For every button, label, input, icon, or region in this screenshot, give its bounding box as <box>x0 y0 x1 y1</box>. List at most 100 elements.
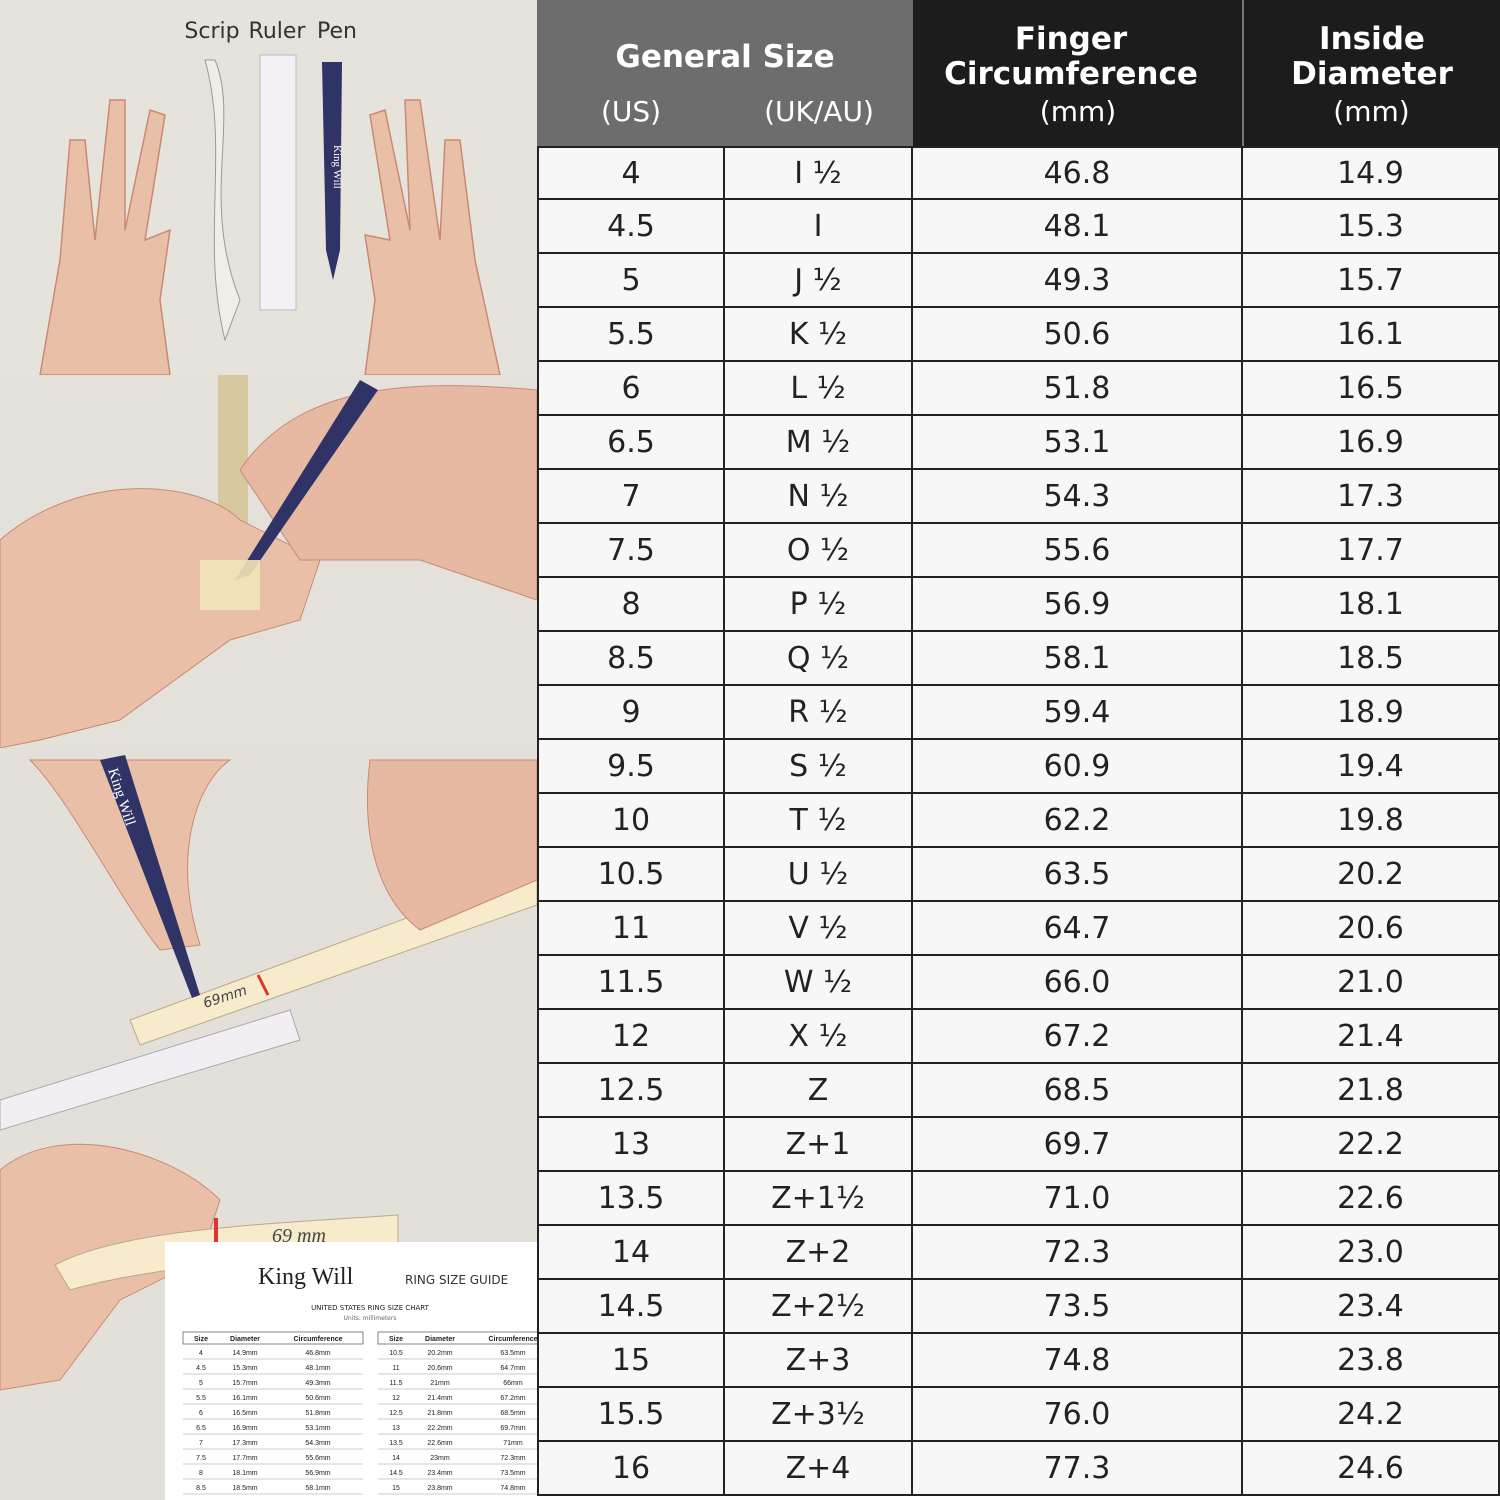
mini-cell: 49.3mm <box>305 1380 330 1387</box>
table-cell: 11.5 <box>537 956 725 1010</box>
table-cell: R ½ <box>725 686 913 740</box>
table-cell: 13 <box>537 1118 725 1172</box>
table-cell: 18.9 <box>1243 686 1500 740</box>
mini-cell: 21mm <box>430 1380 450 1387</box>
mini-cell: 21.4mm <box>427 1395 452 1402</box>
table-cell: M ½ <box>725 416 913 470</box>
header-general-size: General Size <box>615 39 835 75</box>
table-cell: 21.0 <box>1243 956 1500 1010</box>
table-cell: 18.1 <box>1243 578 1500 632</box>
table-cell: 23.0 <box>1243 1226 1500 1280</box>
table-cell: 66.0 <box>913 956 1243 1010</box>
table-cell: 4 <box>537 146 725 200</box>
table-cell: 18.5 <box>1243 632 1500 686</box>
table-cell: 24.2 <box>1243 1388 1500 1442</box>
table-cell: 64.7 <box>913 902 1243 956</box>
table-cell: 69.7 <box>913 1118 1243 1172</box>
table-cell: O ½ <box>725 524 913 578</box>
table-cell: 56.9 <box>913 578 1243 632</box>
table-cell: 63.5 <box>913 848 1243 902</box>
mini-cell: 67.2mm <box>500 1395 525 1402</box>
mini-cell: 73.5mm <box>500 1470 525 1477</box>
mini-cell: 13 <box>392 1425 400 1432</box>
ruler <box>0 1009 301 1131</box>
table-cell: 5.5 <box>537 308 725 362</box>
mini-header-text: Size <box>194 1336 208 1343</box>
header-unit: (mm) <box>1039 95 1117 128</box>
table-cell: I <box>725 200 913 254</box>
mini-cell: 7 <box>199 1440 203 1447</box>
mini-cell: 5.5 <box>196 1395 206 1402</box>
table-cell: 20.6 <box>1243 902 1500 956</box>
table-cell: 23.4 <box>1243 1280 1500 1334</box>
mini-header <box>377 1331 537 1345</box>
mini-cell: 72.3mm <box>500 1455 525 1462</box>
table-cell: 16.1 <box>1243 308 1500 362</box>
header-cell <box>913 0 1500 146</box>
table-cell: V ½ <box>725 902 913 956</box>
table-cell: 6.5 <box>537 416 725 470</box>
mini-cell: 16.5mm <box>232 1410 257 1417</box>
mini-cell: 22.6mm <box>427 1440 452 1447</box>
table-cell: 60.9 <box>913 740 1243 794</box>
table-cell: J ½ <box>725 254 913 308</box>
mini-cell: 21.8mm <box>427 1410 452 1417</box>
mini-cell: 23.8mm <box>427 1485 452 1492</box>
table-cell: 8 <box>537 578 725 632</box>
table-cell: 9 <box>537 686 725 740</box>
mini-cell: 69.7mm <box>500 1425 525 1432</box>
table-cell: 67.2 <box>913 1010 1243 1064</box>
header-cell <box>537 0 913 146</box>
mini-cell: 68.5mm <box>500 1410 525 1417</box>
tool-label: Pen <box>317 19 357 44</box>
mini-cell: 7.5 <box>196 1455 206 1462</box>
mini-cell: 14 <box>392 1455 400 1462</box>
mini-cell: 4 <box>199 1350 203 1357</box>
table-cell: 16.9 <box>1243 416 1500 470</box>
mini-tables: Size Diameter Circumference 4 14.9mm 46.8mm 4.… <box>182 1331 537 1495</box>
table-cell: 13.5 <box>537 1172 725 1226</box>
mini-cell: 63.5mm <box>500 1350 525 1357</box>
mini-cell: 53.1mm <box>305 1425 330 1432</box>
mini-guide <box>165 1242 537 1500</box>
table-cell: 58.1 <box>913 632 1243 686</box>
header-unit: (mm) <box>1333 95 1410 128</box>
mini-cell: 17.3mm <box>232 1440 257 1447</box>
size-table: General Size (US) (UK/AU) Finger Circumf… <box>537 0 1500 1500</box>
mini-cell: 6.5 <box>196 1425 206 1432</box>
hand <box>0 488 321 749</box>
hand <box>239 385 537 601</box>
table-cell: 22.2 <box>1243 1118 1500 1172</box>
table-cell: 10 <box>537 794 725 848</box>
mini-cell: 46.8mm <box>305 1350 330 1357</box>
mini-cell: 12.5 <box>389 1410 403 1417</box>
table-cell: Z+2½ <box>725 1280 913 1334</box>
table-cell: Z+3½ <box>725 1388 913 1442</box>
header-divider <box>1242 0 1244 146</box>
table-cell: 19.4 <box>1243 740 1500 794</box>
header-diameter: Inside Diameter <box>1291 21 1453 92</box>
table-cell: 10.5 <box>537 848 725 902</box>
table-cell: 73.5 <box>913 1280 1243 1334</box>
table-cell: 12.5 <box>537 1064 725 1118</box>
mini-cell: 64.7mm <box>500 1365 525 1372</box>
table-cell: Z+2 <box>725 1226 913 1280</box>
mini-cell: 56.9mm <box>305 1470 330 1477</box>
table-cell: 23.8 <box>1243 1334 1500 1388</box>
table-cell: 7 <box>537 470 725 524</box>
mini-header-text: Diameter <box>230 1336 260 1343</box>
mini-cell: 11.5 <box>389 1380 402 1387</box>
table-cell: 14 <box>537 1226 725 1280</box>
table-cell: 49.3 <box>913 254 1243 308</box>
table-cell: U ½ <box>725 848 913 902</box>
mini-cell: 48.1mm <box>305 1365 330 1372</box>
mini-cell: 23.4mm <box>427 1470 452 1477</box>
table-cell: 21.8 <box>1243 1064 1500 1118</box>
table-cell: 20.2 <box>1243 848 1500 902</box>
table-cell: Q ½ <box>725 632 913 686</box>
table-cell: 9.5 <box>537 740 725 794</box>
mini-cell: 22.2mm <box>427 1425 452 1432</box>
mini-cell: 54.3mm <box>305 1440 330 1447</box>
table-cell: N ½ <box>725 470 913 524</box>
mini-cell: 50.6mm <box>305 1395 330 1402</box>
